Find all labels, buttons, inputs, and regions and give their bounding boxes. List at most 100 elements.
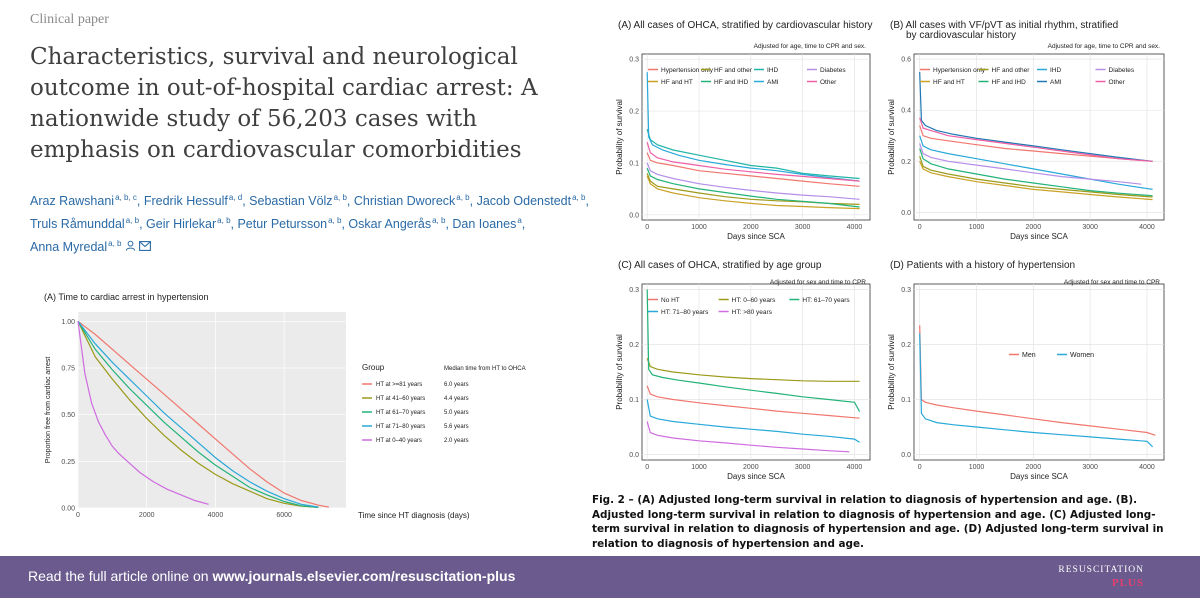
y-tick-label: 0.2	[901, 342, 911, 349]
affiliation-marker[interactable]: a, b	[217, 216, 231, 226]
y-tick-label: 0.2	[901, 159, 911, 166]
y-tick-label: 0.0	[629, 212, 639, 219]
x-tick-label: 2000	[1026, 464, 1042, 471]
author[interactable]: Dan Ioanesa	[452, 216, 522, 232]
legend-label: HT at 41–60 years	[376, 396, 425, 402]
legend-label: HF and IHD	[992, 79, 1027, 86]
affiliation-marker[interactable]: a, b	[125, 216, 140, 226]
author[interactable]: Anna Myredala, b	[30, 239, 122, 255]
affiliation-marker[interactable]: a, b	[333, 193, 347, 202]
x-tick-label: 3000	[795, 224, 811, 231]
legend-label: Hypertension only	[661, 67, 714, 74]
y-axis-label: Proportion free from cardiac arrest	[45, 357, 52, 464]
legend-label: HF and other	[714, 67, 753, 74]
x-axis-label: Days since SCA	[727, 472, 785, 481]
y-tick-label: 0.75	[61, 366, 75, 373]
author-name[interactable]: Anna Myredal	[30, 240, 108, 255]
affiliation-marker[interactable]: a, b	[432, 216, 446, 226]
affiliation-marker[interactable]: a, b	[108, 239, 122, 249]
series-line	[77, 321, 319, 508]
journal-link[interactable]: www.journals.elsevier.com/resuscitation-…	[212, 568, 516, 584]
legend-label: IHD	[767, 67, 779, 74]
affiliation-marker[interactable]: a, d	[228, 193, 243, 202]
author-name[interactable]: Christian Dworeck	[353, 194, 456, 209]
series-line	[646, 358, 860, 382]
legend-value: 2.0 years	[444, 438, 469, 444]
chart-subtitle: Adjusted for sex and time to CPR	[1064, 279, 1160, 286]
legend-label: HT: 61–70 years	[802, 297, 850, 304]
series-line	[919, 71, 1153, 162]
x-tick-label: 4000	[1139, 224, 1155, 231]
legend-label: HF and IHD	[714, 79, 749, 86]
author[interactable]: Fredrik Hessulfa, d	[143, 193, 243, 209]
x-axis-label: Days since SCA	[1010, 472, 1068, 481]
series-line	[646, 152, 860, 187]
author[interactable]: Truls Råmunddala, b	[30, 216, 140, 232]
x-tick-label: 4000	[1139, 464, 1155, 471]
legend-label: HT: 71–80 years	[661, 309, 709, 316]
author-name[interactable]: Sebastian Völz	[249, 194, 333, 209]
author[interactable]: Jacob Odenstedta, b	[476, 193, 586, 209]
y-tick-label: 0.0	[901, 452, 911, 459]
legend-label: IHD	[1050, 67, 1062, 74]
author-name[interactable]: Truls Råmunddal	[30, 217, 125, 232]
legend-label: HF and HT	[661, 79, 693, 86]
author-name[interactable]: Fredrik Hessulf	[143, 194, 228, 209]
y-axis-label: Probability of survival	[615, 99, 624, 175]
x-tick-label: 4000	[847, 464, 863, 471]
author-name[interactable]: Jacob Odenstedt	[476, 194, 572, 209]
y-tick-label: 0.50	[61, 412, 75, 419]
chart-a-cardiovascular-history: (A) All cases of OHCA, stratified by car…	[615, 20, 873, 241]
author[interactable]: Petur Peturssona, b	[237, 216, 342, 232]
legend-label: HT: >80 years	[732, 309, 773, 316]
plot-panel	[641, 283, 871, 461]
affiliation-marker[interactable]: a, b	[328, 216, 342, 226]
series-line	[919, 325, 1156, 436]
author-name[interactable]: Petur Petursson	[237, 217, 328, 232]
legend-label: Women	[1070, 352, 1094, 359]
journal-logo[interactable]: RESUSCITATION PLUS	[1058, 564, 1144, 590]
legend-label: HF and HT	[933, 79, 965, 86]
author-name[interactable]: Araz Rawshani	[30, 194, 115, 209]
legend-label: No HT	[661, 297, 680, 304]
person-icon[interactable]	[125, 240, 136, 254]
plot-panel	[913, 283, 1165, 461]
legend-label: HT: 0–60 years	[732, 297, 776, 304]
legend-label: Hypertension only	[933, 67, 986, 74]
author[interactable]: Geir Hirlekara, b	[146, 216, 231, 232]
x-tick-label: 3000	[1082, 224, 1098, 231]
author[interactable]: Oskar Angeråsa, b	[348, 216, 446, 232]
series-line	[646, 175, 860, 210]
affiliation-marker[interactable]: a, b, c	[115, 193, 137, 202]
author[interactable]: Araz Rawshania, b, c	[30, 193, 137, 209]
affiliation-marker[interactable]: a	[517, 216, 522, 226]
author-name[interactable]: Oskar Angerås	[348, 217, 432, 232]
legend-label: HT at 0–40 years	[376, 438, 422, 444]
author-name[interactable]: Dan Ioanes	[452, 217, 517, 232]
affiliation-marker[interactable]: a, b	[572, 193, 586, 202]
author[interactable]: Sebastian Völza, b	[249, 193, 347, 209]
x-tick-label: 0	[918, 464, 922, 471]
x-tick-label: 0	[645, 464, 649, 471]
legend-value: 6.0 years	[444, 382, 469, 388]
series-line	[646, 72, 860, 182]
series-line	[646, 142, 860, 182]
author-list: Araz Rawshania, b, c, Fredrik Hessulfa, …	[30, 193, 589, 255]
chart-title: (D) Patients with a history of hypertens…	[890, 260, 1075, 271]
chart-subtitle: Adjusted for sex and time to CPR	[770, 279, 866, 286]
x-tick-label: 1000	[691, 224, 707, 231]
author[interactable]: Christian Dworecka, b	[353, 193, 470, 209]
envelope-icon[interactable]	[139, 240, 152, 254]
y-axis-label: Probability of survival	[887, 99, 896, 175]
legend-value: 5.6 years	[444, 424, 469, 430]
y-tick-label: 0.1	[629, 397, 639, 404]
author-name[interactable]: Geir Hirlekar	[146, 217, 217, 232]
chart-title: (A) All cases of OHCA, stratified by car…	[618, 20, 873, 31]
y-tick-label: 0.1	[629, 160, 639, 167]
y-tick-label: 0.00	[61, 506, 75, 513]
affiliation-marker[interactable]: a, b	[456, 193, 470, 202]
legend-label: Diabetes	[820, 67, 846, 74]
y-tick-label: 0.3	[629, 57, 639, 64]
y-tick-label: 0.2	[629, 342, 639, 349]
logo-line-2: PLUS	[1111, 577, 1144, 589]
